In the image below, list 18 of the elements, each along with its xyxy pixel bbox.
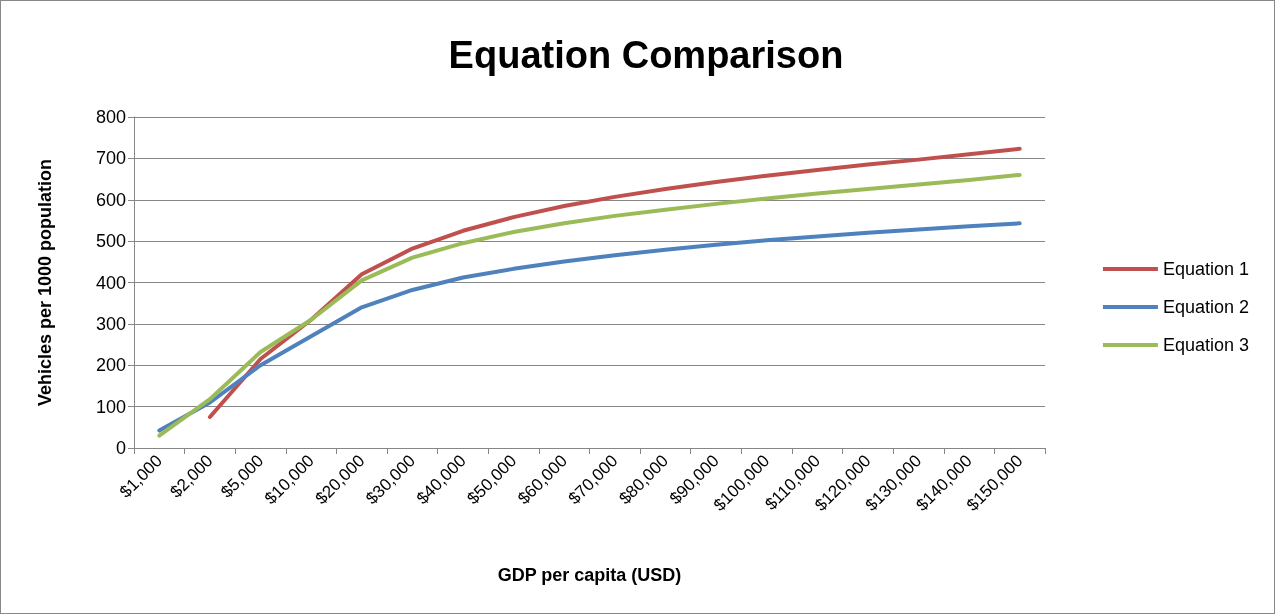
- y-tick-label: 500: [95, 231, 126, 252]
- legend-label: Equation 1: [1162, 259, 1250, 279]
- y-tick-label: 0: [115, 438, 126, 458]
- y-tick-label: 400: [95, 272, 126, 293]
- y-tick-label: 800: [95, 107, 126, 127]
- y-tick-label: 600: [95, 189, 126, 210]
- legend-label: Equation 2: [1162, 297, 1250, 317]
- y-tick-label: 300: [95, 313, 126, 334]
- y-tick-label: 700: [95, 148, 126, 169]
- line-series: [207, 146, 1022, 419]
- line-series: [157, 221, 1022, 433]
- chart-title: Equation Comparison: [448, 34, 844, 76]
- x-axis-title: GDP per capita (USD): [497, 565, 682, 585]
- y-tick-label: 100: [95, 396, 126, 417]
- y-axis-title: Vehicles per 1000 population: [35, 158, 55, 407]
- line-series: [157, 172, 1022, 438]
- y-tick-label: 200: [95, 355, 126, 376]
- legend-label: Equation 3: [1162, 335, 1250, 355]
